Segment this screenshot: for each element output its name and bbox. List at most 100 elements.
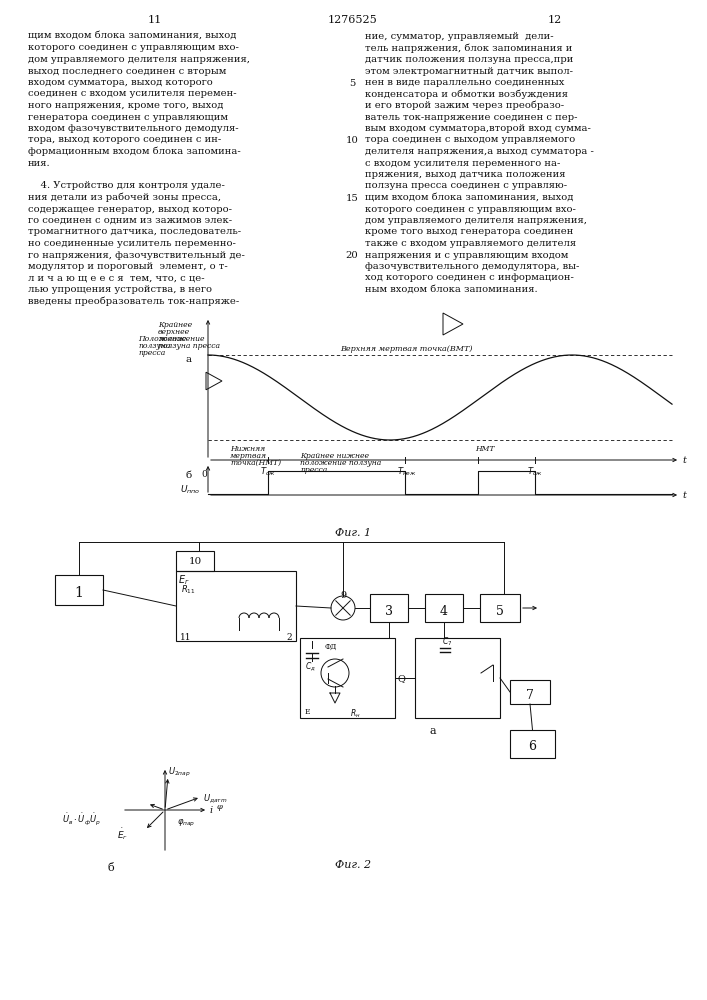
- Text: t: t: [682, 491, 686, 500]
- Bar: [300, 638, 395, 718]
- Text: ным входом блока запоминания.: ным входом блока запоминания.: [365, 285, 537, 294]
- Text: Положение: Положение: [138, 335, 186, 343]
- Text: лью упрощения устройства, в него: лью упрощения устройства, в него: [28, 285, 212, 294]
- Text: Нижняя: Нижняя: [230, 445, 265, 453]
- Text: входом фазочувствительного демодуля-: входом фазочувствительного демодуля-: [28, 124, 239, 133]
- Text: 10: 10: [188, 557, 201, 566]
- Text: и его второй зажим через преобразо-: и его второй зажим через преобразо-: [365, 101, 564, 110]
- Text: конденсатора и обмотки возбуждения: конденсатора и обмотки возбуждения: [365, 90, 568, 99]
- Text: пресса: пресса: [138, 349, 165, 357]
- Text: также с входом управляемого делителя: также с входом управляемого делителя: [365, 239, 576, 248]
- Bar: [55, 575, 103, 605]
- Text: i: i: [210, 806, 213, 815]
- Text: $C_д$: $C_д$: [305, 660, 316, 673]
- Text: $C_7$: $C_7$: [442, 636, 452, 648]
- Text: кроме того выход генератора соединен: кроме того выход генератора соединен: [365, 228, 573, 236]
- Text: ползуна: ползуна: [138, 342, 170, 350]
- Text: мертвая: мертвая: [230, 452, 267, 460]
- Text: введены преобразователь ток-напряже-: введены преобразователь ток-напряже-: [28, 296, 239, 306]
- Text: щим входом блока запоминания, выход: щим входом блока запоминания, выход: [365, 193, 573, 202]
- Text: $T_{ож}$: $T_{ож}$: [527, 465, 543, 478]
- Text: фазочувствительного демодулятора, вы-: фазочувствительного демодулятора, вы-: [365, 262, 579, 271]
- Text: верхнее: верхнее: [158, 328, 190, 336]
- Text: 11: 11: [148, 15, 162, 25]
- Text: выход последнего соединен с вторым: выход последнего соединен с вторым: [28, 66, 226, 76]
- Text: 1276525: 1276525: [328, 15, 378, 25]
- Bar: [176, 551, 214, 571]
- Text: тель напряжения, блок запоминания и: тель напряжения, блок запоминания и: [365, 43, 573, 53]
- Bar: [510, 680, 550, 704]
- Text: положение: положение: [158, 335, 204, 343]
- Text: го соединен с одним из зажимов элек-: го соединен с одним из зажимов элек-: [28, 216, 232, 225]
- Text: напряжения и с управляющим входом: напряжения и с управляющим входом: [365, 250, 568, 259]
- Text: тора, выход которого соединен с ин-: тора, выход которого соединен с ин-: [28, 135, 221, 144]
- Text: 5: 5: [349, 79, 355, 88]
- Text: формационным входом блока запомина-: формационным входом блока запомина-: [28, 147, 241, 156]
- Text: $R_{11}$: $R_{11}$: [181, 583, 196, 595]
- Text: НМТ: НМТ: [475, 445, 494, 453]
- Text: $T_{неж}$: $T_{неж}$: [397, 465, 417, 478]
- Text: входом сумматора, выход которого: входом сумматора, выход которого: [28, 78, 213, 87]
- Text: а: а: [430, 726, 437, 736]
- Text: ползуна пресса соединен с управляю-: ползуна пресса соединен с управляю-: [365, 182, 567, 190]
- Bar: [370, 594, 408, 622]
- Text: 6: 6: [529, 740, 537, 753]
- Text: положение ползуна: положение ползуна: [300, 459, 381, 467]
- Text: $U_{датm}$: $U_{датm}$: [203, 792, 227, 805]
- Text: модулятор и пороговый  элемент, о т-: модулятор и пороговый элемент, о т-: [28, 262, 228, 271]
- Text: ние, сумматор, управляемый  дели-: ние, сумматор, управляемый дели-: [365, 32, 554, 41]
- Text: щим входом блока запоминания, выход: щим входом блока запоминания, выход: [28, 32, 236, 41]
- Text: 1: 1: [74, 586, 83, 600]
- Bar: [480, 594, 520, 622]
- Bar: [510, 730, 555, 758]
- Text: этом электромагнитный датчик выпол-: этом электромагнитный датчик выпол-: [365, 66, 573, 76]
- Text: $\dot{E}_г$: $\dot{E}_г$: [117, 826, 128, 842]
- Text: тромагнитного датчика, последователь-: тромагнитного датчика, последователь-: [28, 228, 241, 236]
- Text: t: t: [682, 456, 686, 465]
- Text: л и ч а ю щ е е с я  тем, что, с це-: л и ч а ю щ е е с я тем, что, с це-: [28, 273, 204, 282]
- Text: Крайнее: Крайнее: [158, 321, 192, 329]
- Text: $\dot{U}_в\cdot\dot{U}_ф\dot{U}_р$: $\dot{U}_в\cdot\dot{U}_ф\dot{U}_р$: [62, 812, 101, 828]
- Text: 12: 12: [548, 15, 562, 25]
- Text: $T_{ож}$: $T_{ож}$: [260, 465, 276, 478]
- Text: пряжения, выход датчика положения: пряжения, выход датчика положения: [365, 170, 566, 179]
- Text: ползуна пресса: ползуна пресса: [158, 342, 220, 350]
- Text: 3: 3: [385, 605, 393, 618]
- Text: 7: 7: [526, 689, 534, 702]
- Text: вым входом сумматора,второй вход сумма-: вым входом сумматора,второй вход сумма-: [365, 124, 591, 133]
- Text: Крайнее нижнее: Крайнее нижнее: [300, 452, 369, 460]
- Text: $U_{ппо}$: $U_{ппо}$: [180, 483, 201, 495]
- Text: 4. Устройство для контроля удале-: 4. Устройство для контроля удале-: [28, 182, 225, 190]
- Text: 2: 2: [286, 633, 291, 642]
- Text: Фиг. 1: Фиг. 1: [335, 528, 371, 538]
- Text: с входом усилителя переменного на-: с входом усилителя переменного на-: [365, 158, 561, 167]
- Text: делителя напряжения,а выход сумматора -: делителя напряжения,а выход сумматора -: [365, 147, 594, 156]
- Text: но соединенные усилитель переменно-: но соединенные усилитель переменно-: [28, 239, 236, 248]
- Text: ФД: ФД: [325, 643, 337, 651]
- Text: $E_г$: $E_г$: [178, 573, 189, 587]
- Text: 5: 5: [496, 605, 504, 618]
- Text: дом управляемого делителя напряжения,: дом управляемого делителя напряжения,: [28, 55, 250, 64]
- Text: $φ_{пар}$: $φ_{пар}$: [177, 818, 195, 829]
- Text: нен в виде параллельно соединенных: нен в виде параллельно соединенных: [365, 78, 564, 87]
- Text: которого соединен с управляющим вхо-: которого соединен с управляющим вхо-: [28, 43, 239, 52]
- Text: которого соединен с управляющим вхо-: которого соединен с управляющим вхо-: [365, 205, 576, 214]
- Text: датчик положения ползуна пресса,при: датчик положения ползуна пресса,при: [365, 55, 573, 64]
- Bar: [176, 571, 296, 641]
- Text: ного напряжения, кроме того, выход: ного напряжения, кроме того, выход: [28, 101, 223, 110]
- Text: 20: 20: [346, 251, 358, 260]
- Text: 11: 11: [180, 633, 192, 642]
- Text: 4: 4: [440, 605, 448, 618]
- Text: ния детали из рабочей зоны пресса,: ния детали из рабочей зоны пресса,: [28, 193, 221, 202]
- Text: $R_н$: $R_н$: [350, 708, 361, 720]
- Text: содержащее генератор, выход которо-: содержащее генератор, выход которо-: [28, 205, 232, 214]
- Text: Верхняя мертвая точка(ВМТ): Верхняя мертвая точка(ВМТ): [340, 345, 472, 353]
- Text: 0: 0: [201, 470, 206, 479]
- Text: E: E: [305, 708, 310, 716]
- Text: точка(НМТ): точка(НМТ): [230, 459, 281, 467]
- Text: Q: Q: [398, 674, 406, 683]
- Text: φ: φ: [217, 803, 223, 811]
- Text: б: б: [186, 471, 192, 480]
- Text: тора соединен с выходом управляемого: тора соединен с выходом управляемого: [365, 135, 575, 144]
- Text: го напряжения, фазочувствительный де-: го напряжения, фазочувствительный де-: [28, 250, 245, 259]
